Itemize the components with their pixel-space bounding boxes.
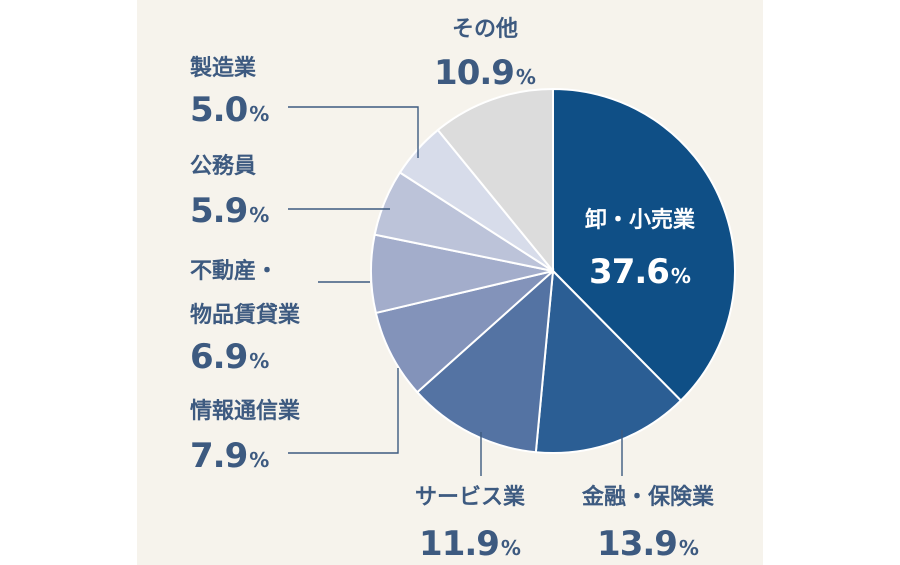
slice-value-service: 11.9% [419, 524, 521, 564]
slice-label-service: サービス業 [415, 485, 526, 510]
slice-labels: 卸・小売業 37.6 % 金融・保険業 13.9 % サービス業 11.9 % 情報通信業 7.9%… [189, 17, 715, 564]
slice-label-retail: 卸・小売業 [585, 207, 696, 233]
slice-value-finance: 13.9% [597, 524, 699, 564]
leader-line-manufacture [288, 106, 419, 158]
slice-value-realestate: 6.9% [190, 337, 269, 377]
slice-label-finance: 金融・保険業 [581, 484, 715, 510]
slice-label-other: その他 [452, 17, 518, 42]
pie-slice-other [436, 87, 554, 274]
slice-label-realestate-line1: 不動産・ [190, 258, 278, 284]
pie-slice-it [374, 270, 554, 394]
pie-slices [370, 87, 736, 454]
slice-value-public: 5.9% [190, 191, 269, 231]
slice-label-public: 公務員 [190, 153, 256, 179]
slice-label-realestate-line2: 物品賃貸業 [190, 302, 301, 328]
pie-slice-finance [534, 268, 683, 454]
slice-value-it: 7.9% [190, 436, 269, 476]
slice-value-manufacture: 5.0% [190, 90, 269, 130]
pie-slice-service [415, 268, 555, 454]
slice-label-it: 情報通信業 [190, 398, 301, 424]
leader-lines [288, 106, 623, 476]
slice-value-retail: 37.6% [589, 252, 691, 292]
slice-label-manufacture: 製造業 [189, 55, 257, 81]
slice-value-other: 10.9% [434, 53, 536, 93]
leader-line-it [288, 368, 399, 454]
pie-slice-retail [552, 87, 736, 402]
